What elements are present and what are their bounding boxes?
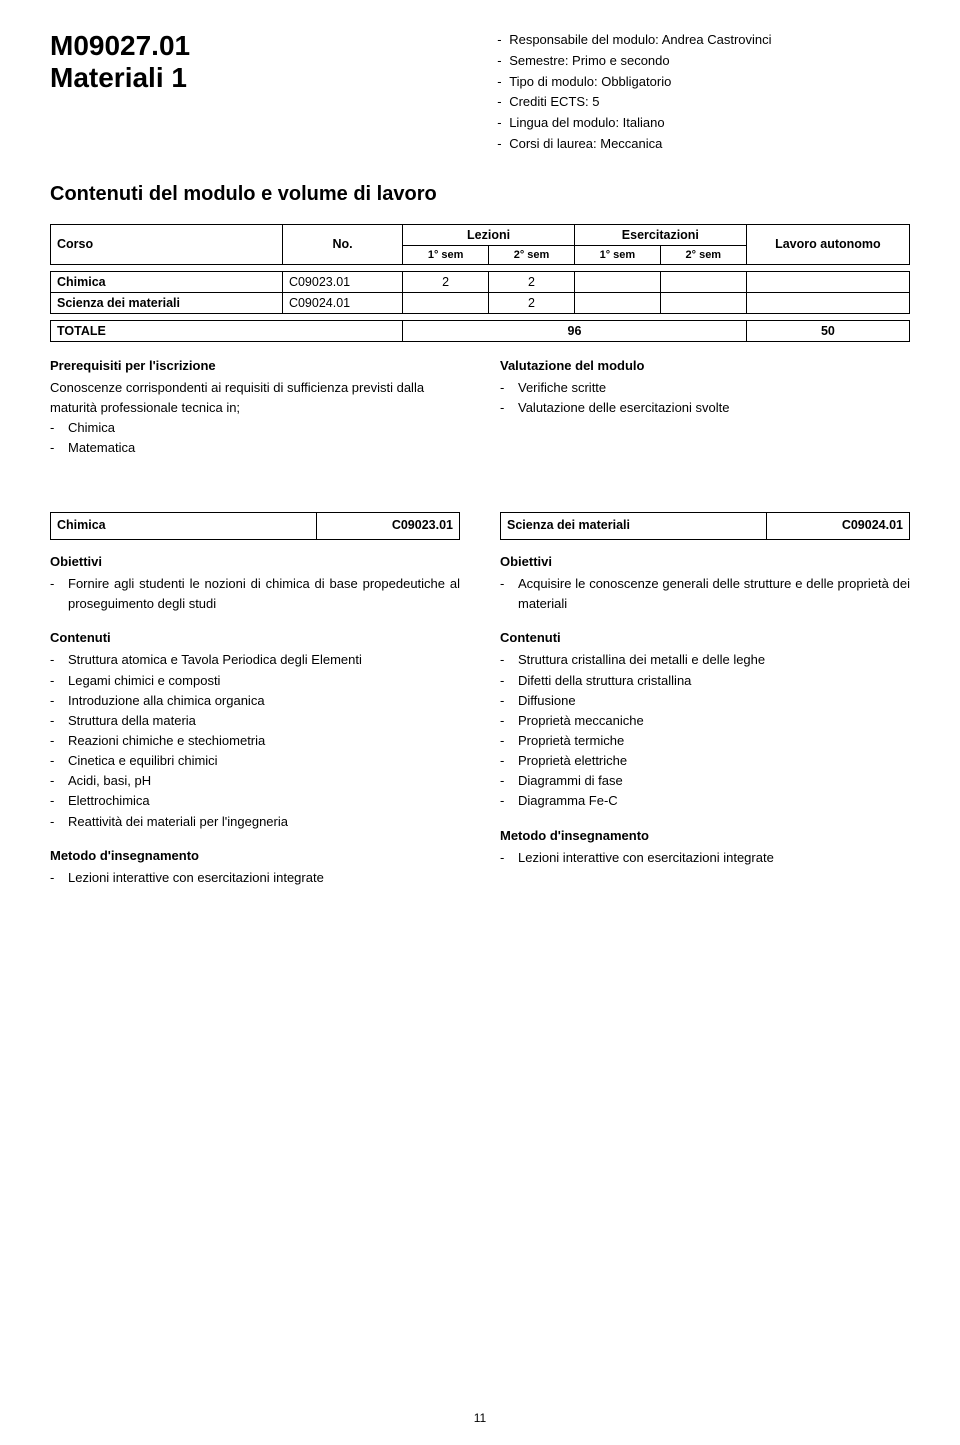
list-item: Proprietà meccaniche xyxy=(518,711,910,731)
col-sem2b: 2° sem xyxy=(660,245,746,264)
list-item: Difetti della struttura cristallina xyxy=(518,671,910,691)
list-item: Chimica xyxy=(68,418,460,438)
list-item: Diagrammi di fase xyxy=(518,771,910,791)
course-name: Chimica xyxy=(51,271,283,292)
course-right-title: Scienza dei materiali C09024.01 xyxy=(500,512,910,539)
valutazione-heading: Valutazione del modulo xyxy=(500,356,910,376)
table-row: Chimica C09023.01 2 2 xyxy=(51,271,910,292)
col-sem1: 1° sem xyxy=(403,245,489,264)
contenuti-list-right: -Struttura cristallina dei metalli e del… xyxy=(500,650,910,811)
list-item: Diffusione xyxy=(518,691,910,711)
obiettivi-text: Fornire agli studenti le nozioni di chim… xyxy=(68,574,460,614)
module-info-list: -Responsabile del modulo: Andrea Castrov… xyxy=(497,30,910,155)
prerequisiti-block: Prerequisiti per l'iscrizione Conoscenze… xyxy=(50,356,460,473)
prereq-heading: Prerequisiti per l'iscrizione xyxy=(50,356,460,376)
list-item: Matematica xyxy=(68,438,460,458)
course-right-no: C09024.01 xyxy=(766,513,909,539)
cell xyxy=(746,271,909,292)
cell: 2 xyxy=(489,271,575,292)
info-line: Semestre: Primo e secondo xyxy=(509,53,669,68)
course-no: C09024.01 xyxy=(282,292,402,313)
col-sem1b: 1° sem xyxy=(574,245,660,264)
list-item: Proprietà termiche xyxy=(518,731,910,751)
prereq-list: -Chimica -Matematica xyxy=(50,418,460,458)
contenuti-list-left: -Struttura atomica e Tavola Periodica de… xyxy=(50,650,460,831)
course-no: C09023.01 xyxy=(282,271,402,292)
list-item: Introduzione alla chimica organica xyxy=(68,691,460,711)
prereq-valutazione-row: Prerequisiti per l'iscrizione Conoscenze… xyxy=(50,356,910,473)
table-row: Scienza dei materiali C09024.01 2 xyxy=(51,292,910,313)
metodo-text: Lezioni interattive con esercitazioni in… xyxy=(68,868,460,888)
list-item: Struttura della materia xyxy=(68,711,460,731)
list-item: Valutazione delle esercitazioni svolte xyxy=(518,398,910,418)
workload-courses-table: Chimica C09023.01 2 2 Scienza dei materi… xyxy=(50,271,910,314)
totale-v2: 50 xyxy=(746,320,909,341)
contenuti-heading: Contenuti xyxy=(50,628,460,648)
totale-label: TOTALE xyxy=(51,320,403,341)
cell: 2 xyxy=(403,271,489,292)
list-item: Proprietà elettriche xyxy=(518,751,910,771)
info-line: Crediti ECTS: 5 xyxy=(509,94,599,109)
course-left-no: C09023.01 xyxy=(316,513,459,539)
course-left-name: Chimica xyxy=(51,513,317,539)
list-item: Struttura cristallina dei metalli e dell… xyxy=(518,650,910,670)
valutazione-block: Valutazione del modulo -Verifiche scritt… xyxy=(500,356,910,473)
list-item: Reazioni chimiche e stechiometria xyxy=(68,731,460,751)
list-item: Diagramma Fe-C xyxy=(518,791,910,811)
obiettivi-heading: Obiettivi xyxy=(500,552,910,572)
col-lezioni: Lezioni xyxy=(403,224,575,245)
col-no: No. xyxy=(282,224,402,264)
module-title-block: M09027.01 Materiali 1 xyxy=(50,30,190,94)
list-item: Legami chimici e composti xyxy=(68,671,460,691)
obiettivi-text: Acquisire le conoscenze generali delle s… xyxy=(518,574,910,614)
list-item: Struttura atomica e Tavola Periodica deg… xyxy=(68,650,460,670)
list-item: Reattività dei materiali per l'ingegneri… xyxy=(68,812,460,832)
info-line: Tipo di modulo: Obbligatorio xyxy=(509,74,671,89)
course-left-title: Chimica C09023.01 xyxy=(50,512,460,539)
prereq-intro: Conoscenze corrispondenti ai requisiti d… xyxy=(50,378,460,418)
totale-table: TOTALE 96 50 xyxy=(50,320,910,342)
info-line: Corsi di laurea: Meccanica xyxy=(509,136,662,151)
metodo-heading: Metodo d'insegnamento xyxy=(50,846,460,866)
course-left-col: Chimica C09023.01 Obiettivi -Fornire agl… xyxy=(50,512,460,901)
module-header: M09027.01 Materiali 1 -Responsabile del … xyxy=(50,30,910,155)
cell xyxy=(746,292,909,313)
section-heading: Contenuti del modulo e volume di lavoro xyxy=(50,183,910,206)
cell xyxy=(660,271,746,292)
course-detail-row: Chimica C09023.01 Obiettivi -Fornire agl… xyxy=(50,512,910,901)
col-esercitazioni: Esercitazioni xyxy=(574,224,746,245)
totale-v1: 96 xyxy=(403,320,747,341)
cell xyxy=(574,271,660,292)
list-item: Acidi, basi, pH xyxy=(68,771,460,791)
module-name: Materiali 1 xyxy=(50,62,190,94)
page-number: 11 xyxy=(0,1411,960,1425)
obiettivi-heading: Obiettivi xyxy=(50,552,460,572)
page: M09027.01 Materiali 1 -Responsabile del … xyxy=(0,0,960,1445)
info-line: Responsabile del modulo: Andrea Castrovi… xyxy=(509,32,771,47)
metodo-heading: Metodo d'insegnamento xyxy=(500,826,910,846)
col-lavoro: Lavoro autonomo xyxy=(746,224,909,264)
col-sem2: 2° sem xyxy=(489,245,575,264)
col-corso: Corso xyxy=(51,224,283,264)
cell xyxy=(574,292,660,313)
module-code: M09027.01 xyxy=(50,30,190,62)
course-name: Scienza dei materiali xyxy=(51,292,283,313)
list-item: Verifiche scritte xyxy=(518,378,910,398)
list-item: Elettrochimica xyxy=(68,791,460,811)
cell: 2 xyxy=(489,292,575,313)
metodo-text: Lezioni interattive con esercitazioni in… xyxy=(518,848,910,868)
contenuti-heading: Contenuti xyxy=(500,628,910,648)
info-line: Lingua del modulo: Italiano xyxy=(509,115,664,130)
valutazione-list: -Verifiche scritte -Valutazione delle es… xyxy=(500,378,910,418)
cell xyxy=(403,292,489,313)
course-right-name: Scienza dei materiali xyxy=(501,513,767,539)
workload-header-table: Corso No. Lezioni Esercitazioni Lavoro a… xyxy=(50,224,910,265)
cell xyxy=(660,292,746,313)
course-right-col: Scienza dei materiali C09024.01 Obiettiv… xyxy=(500,512,910,901)
list-item: Cinetica e equilibri chimici xyxy=(68,751,460,771)
